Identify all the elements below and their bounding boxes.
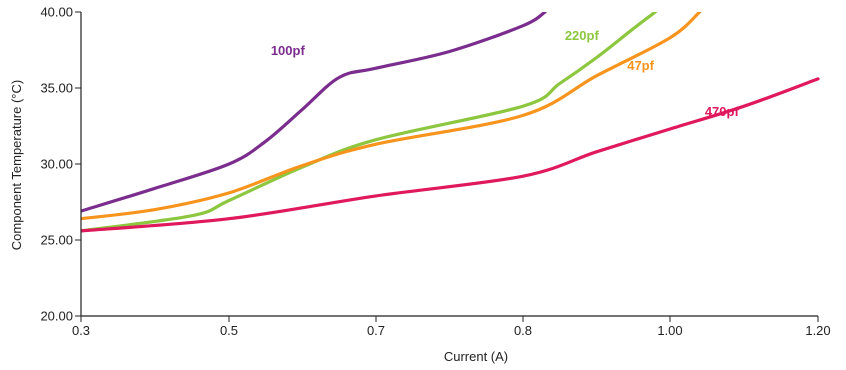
y-tick-label: 35.00 (40, 81, 73, 96)
series-label-47pf: 47pf (627, 58, 654, 73)
series-line-100pf (81, 12, 547, 213)
x-tick-label: 1.20 (805, 323, 830, 338)
series-label-100pf: 100pf (271, 43, 306, 58)
y-tick-label: 25.00 (40, 233, 73, 248)
series-labels: 100pf 220pf 47pf 470pf (271, 28, 740, 119)
series-line-470pf (81, 77, 820, 233)
series-line-220pf (81, 12, 657, 233)
x-axis-ticks: 0.3 0.5 0.7 0.8 1.00 1.20 (72, 316, 831, 338)
axes (80, 12, 818, 317)
y-axis-title: Component Temperature (°C) (9, 80, 24, 250)
series-line-47pf (81, 12, 702, 221)
x-tick-label: 1.00 (657, 323, 682, 338)
series-lines (81, 12, 820, 233)
y-tick-label: 30.00 (40, 157, 73, 172)
x-tick-label: 0.3 (72, 323, 90, 338)
x-tick-label: 0.7 (367, 323, 385, 338)
y-tick-label: 40.00 (40, 5, 73, 20)
y-axis-ticks: 20.00 25.00 30.00 35.00 40.00 (40, 5, 81, 324)
series-label-470pf: 470pf (705, 104, 740, 119)
x-tick-label: 0.8 (514, 323, 532, 338)
y-tick-label: 20.00 (40, 309, 73, 324)
x-tick-label: 0.5 (220, 323, 238, 338)
x-axis-title: Current (A) (444, 349, 508, 364)
series-label-220pf: 220pf (565, 28, 600, 43)
